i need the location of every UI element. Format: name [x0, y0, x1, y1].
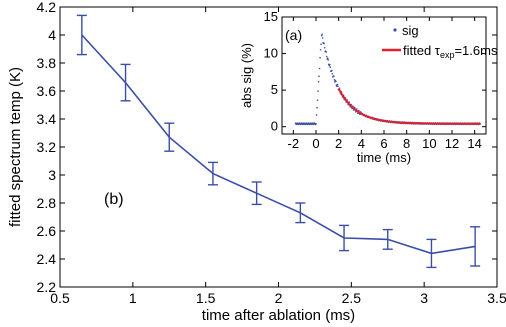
inset-signal-point	[328, 63, 331, 66]
inset-x-tick-label: 6	[380, 136, 387, 151]
main-error-bar	[339, 224, 350, 252]
inset-signal-point	[335, 80, 337, 83]
inset-signal-point	[319, 48, 322, 51]
inset-signal-point	[327, 59, 330, 61]
inset-x-tick-label: 4	[358, 136, 365, 151]
inset-signal-point	[318, 75, 320, 78]
main-error-bar	[251, 181, 262, 206]
inset-signal-point	[320, 43, 322, 46]
main-series-line	[81, 34, 476, 255]
inset-x-tick-label: 10	[422, 136, 436, 151]
main-error-bar	[120, 63, 131, 102]
inset-signal-point	[318, 67, 321, 70]
inset-signal-point	[321, 33, 323, 36]
main-x-tick-label: 3	[420, 290, 428, 306]
legend-fitted-subscript: exp	[440, 50, 455, 60]
main-x-tick-label: 3.5	[487, 290, 506, 306]
main-y-tick-label: 3.8	[37, 55, 57, 71]
main-y-tick-label: 4.2	[37, 0, 57, 15]
inset-signal-point	[316, 99, 319, 101]
inset-signal-point	[321, 37, 324, 39]
inset-x-tick-label: 0	[312, 136, 319, 151]
main-error-bar	[470, 226, 481, 267]
inset-signal-point	[315, 114, 318, 116]
inset-signal-point	[317, 90, 319, 92]
main-x-tick-label: 2.5	[342, 290, 362, 306]
legend-sig-label: sig	[402, 23, 419, 38]
legend-fitted-label: fitted τexp=1.6ms	[403, 43, 498, 60]
legend-sig-marker	[393, 28, 397, 32]
main-y-tick-label: 2.2	[37, 279, 57, 295]
inset-signal-point	[329, 66, 332, 68]
main-y-tick-label: 3	[48, 167, 56, 183]
main-y-tick-label: 3.4	[37, 111, 57, 127]
inset-x-tick-label: 14	[467, 136, 481, 151]
inset-chart: -2 0 2 4 6 8 10 12 14 0 5 10 15 time (ms) abs sig (…	[239, 9, 498, 165]
inset-y-tick-label: 0	[271, 119, 278, 134]
main-y-tick-label: 2.8	[37, 195, 57, 211]
inset-signal-point	[319, 56, 321, 59]
main-y-tick-label: 2.6	[37, 223, 57, 239]
inset-signal-point	[320, 34, 323, 37]
main-error-bar	[295, 202, 306, 224]
main-x-tick-label: 0.5	[50, 290, 70, 306]
inset-x-tick-label: -2	[288, 136, 300, 151]
main-x-tick-label: 1	[129, 290, 137, 306]
legend-fitted-prefix: fitted τ	[403, 43, 441, 58]
main-error-bar	[164, 122, 175, 152]
inset-signal-point	[325, 51, 328, 53]
main-error-bar	[382, 228, 393, 250]
main-error-bar	[207, 161, 218, 186]
inset-signal-point	[315, 122, 317, 125]
main-y-tick-label: 3.2	[37, 139, 57, 155]
main-x-ticks: 0.5 1 1.5 2 2.5 3 3.5	[50, 7, 506, 306]
inset-signal-point	[331, 69, 333, 72]
inset-y-tick-label: 10	[264, 46, 278, 61]
main-series	[76, 14, 481, 269]
main-y-tick-label: 3.6	[37, 83, 57, 99]
inset-signal-point	[336, 83, 339, 86]
inset-signal-point	[323, 42, 325, 45]
inset-y-tick-label: 15	[264, 9, 278, 24]
main-y-axis-label: fitted spectrum temp (K)	[7, 67, 24, 227]
inset-fitted-line	[337, 88, 481, 125]
inset-signal-point	[325, 55, 328, 58]
legend-fitted-suffix: =1.6ms	[454, 43, 497, 58]
panel-label-a: (a)	[285, 27, 302, 43]
inset-background	[282, 17, 486, 134]
inset-signal-point	[317, 80, 320, 83]
main-x-tick-label: 1.5	[196, 290, 216, 306]
inset-signal-point	[326, 57, 329, 60]
main-error-bar	[76, 14, 87, 56]
main-y-tick-label: 2.4	[37, 251, 57, 267]
main-x-axis-label: time after ablation (ms)	[202, 307, 355, 324]
inset-signal-point	[331, 73, 334, 75]
inset-x-axis-label: time (ms)	[357, 150, 411, 165]
main-error-bar	[426, 238, 437, 269]
inset-y-ticks: 0 5 10 15	[264, 9, 486, 134]
inset-signal-point	[323, 46, 326, 49]
inset-legend: sig fitted τexp=1.6ms	[382, 23, 498, 60]
inset-x-ticks: -2 0 2 4 6 8 10 12 14	[288, 17, 482, 151]
main-chart: 0.5 1 1.5 2 2.5 3 3.5 2.2 2.4 2.6 2.8 3 3.2 3.4 3.6 3.…	[7, 0, 506, 324]
inset-x-tick-label: 8	[403, 136, 410, 151]
main-y-ticks: 2.2 2.4 2.6 2.8 3 3.2 3.4 3.6 3.8 4 4.2	[37, 0, 497, 295]
inset-y-tick-label: 5	[271, 82, 278, 97]
inset-signal-point	[316, 106, 318, 109]
inset-x-tick-label: 2	[335, 136, 342, 151]
inset-signal-point	[337, 85, 339, 88]
inset-series	[294, 33, 482, 126]
main-y-tick-label: 4	[48, 27, 56, 43]
inset-signal-point	[333, 75, 335, 77]
inset-x-tick-label: 12	[445, 136, 459, 151]
inset-y-axis-label: abs sig (%)	[239, 43, 254, 108]
main-x-tick-label: 2	[275, 290, 283, 306]
panel-label-b: (b)	[104, 191, 124, 208]
